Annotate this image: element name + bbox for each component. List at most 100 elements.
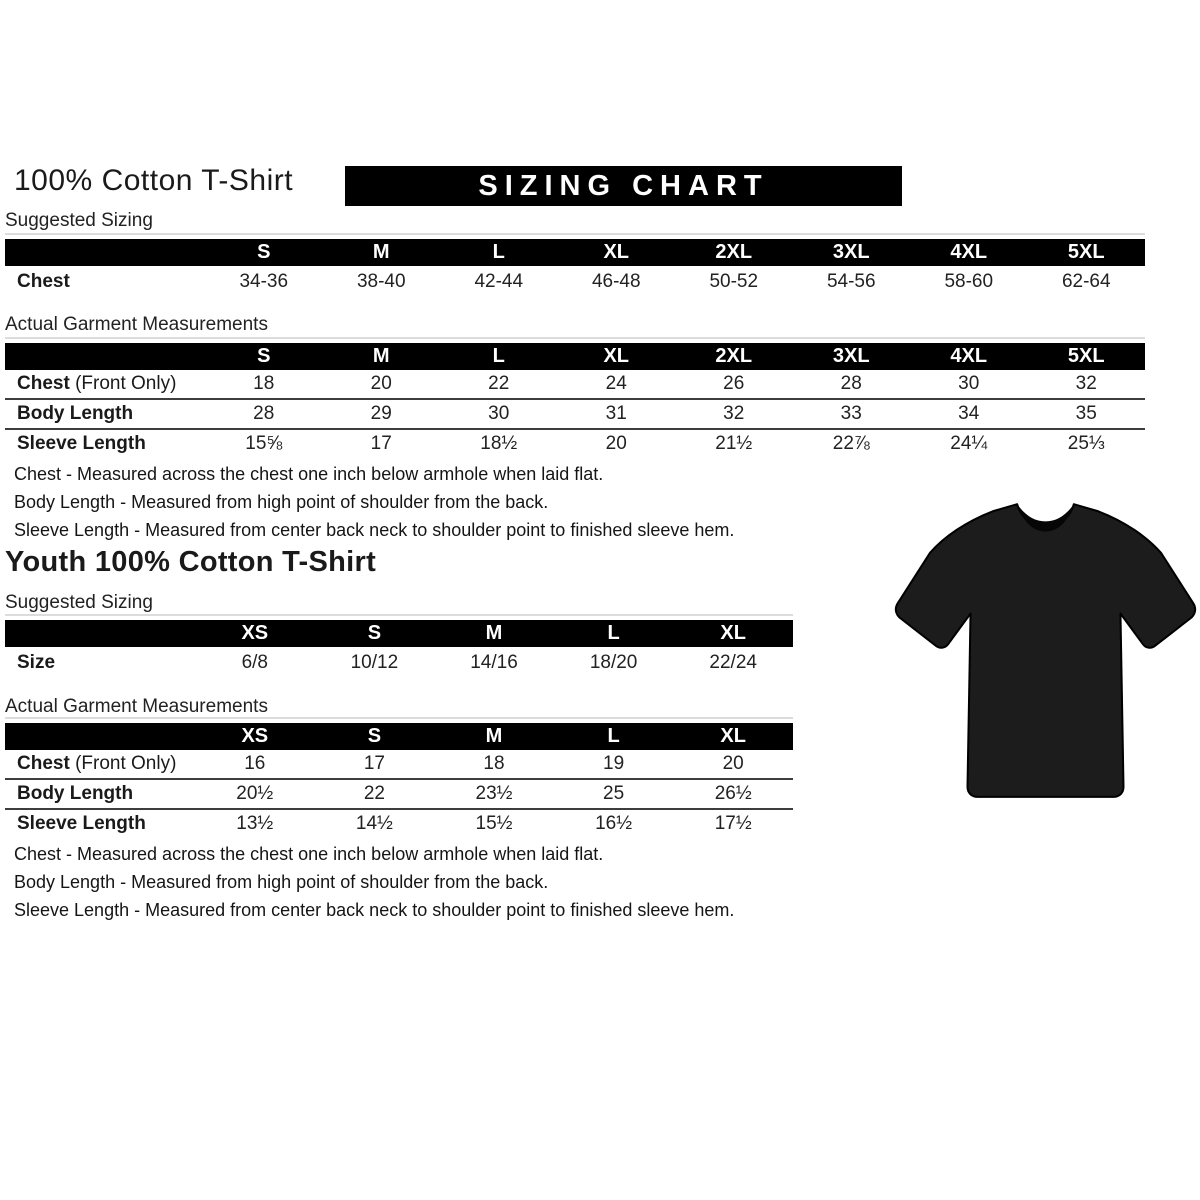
measurement-value: 25⅓ [1067, 433, 1105, 454]
measurement-row: Chest (Front Only) 18 20 22 24 26 28 30 32 [5, 370, 1145, 398]
measurement-value: 15½ [475, 813, 513, 834]
measurement-value: 30 [958, 373, 980, 394]
note-chest: Chest - Measured across the chest one in… [14, 844, 604, 864]
size-column-header: L [607, 725, 620, 747]
measurement-value: 16½ [595, 813, 633, 834]
row-label: Body Length [17, 403, 134, 424]
size-column-header: 4XL [950, 345, 988, 367]
adult-suggested-sizing-table: S M L XL 2XL 3XL 4XL 5XL Chest 34-36 38-40 42-44 46-… [5, 233, 1145, 297]
size-column-header: XS [241, 725, 269, 747]
measurement-row: Chest (Front Only) 16 17 18 19 20 [5, 750, 793, 778]
measurement-value: 26½ [714, 783, 752, 804]
measurement-value: 58-60 [944, 270, 994, 292]
youth-actual-measurements-table: XS S M L XL Chest (Front Only) 16 17 18 19 20 Body … [5, 717, 793, 838]
measurement-value: 24 [605, 373, 627, 394]
measurement-value: 20 [722, 753, 744, 774]
measurement-value: 42-44 [474, 270, 524, 292]
size-column-header: 3XL [832, 241, 870, 263]
size-column-header: 5XL [1067, 241, 1105, 263]
measurement-value: 18 [483, 753, 505, 774]
youth-suggested-sizing-table: XS S M L XL Size 6/8 10/12 14/16 18/20 22/24 [5, 614, 793, 678]
adult-actual-measurements-table: S M L XL 2XL 3XL 4XL 5XL Chest (Front Only) 18 20 2… [5, 337, 1145, 458]
youth-suggested-sizing-label: Suggested Sizing [5, 592, 153, 613]
measurement-value: 50-52 [709, 270, 759, 292]
table-header-row: XS S M L XL [5, 723, 793, 750]
measurement-value: 34 [958, 403, 980, 424]
note-sleeve-length: Sleeve Length - Measured from center bac… [14, 900, 735, 920]
size-column-header: XL [603, 345, 630, 367]
measurement-value: 23½ [475, 783, 513, 804]
measurement-value: 20 [605, 433, 627, 454]
measurement-value: 18/20 [589, 651, 638, 673]
tshirt-graphic [894, 503, 1197, 798]
size-column-header: S [367, 725, 382, 747]
measurement-value: 15⅝ [245, 433, 283, 454]
size-column-header: S [257, 241, 271, 263]
black-tshirt-image [893, 490, 1198, 804]
note-chest: Chest - Measured across the chest one in… [14, 464, 604, 484]
measurement-value: 19 [603, 753, 625, 774]
measurement-value: 33 [840, 403, 862, 424]
measurement-value: 14½ [355, 813, 393, 834]
size-column-header: M [485, 725, 503, 747]
row-label: Body Length [17, 783, 134, 804]
adult-actual-measurements-label: Actual Garment Measurements [5, 314, 268, 335]
size-column-header: XL [720, 725, 746, 747]
size-column-header: M [485, 622, 503, 644]
measurement-value: 24¼ [950, 433, 988, 454]
measurement-value: 28 [253, 403, 275, 424]
tshirt-collar [1017, 504, 1074, 532]
measurement-value: 62-64 [1061, 270, 1111, 292]
table-header-row: S M L XL 2XL 3XL 4XL 5XL [5, 343, 1145, 370]
measurement-value: 18 [253, 373, 275, 394]
size-column-header: L [607, 622, 620, 644]
youth-actual-measurements-label: Actual Garment Measurements [5, 696, 268, 717]
measurement-row: Size 6/8 10/12 14/16 18/20 22/24 [5, 647, 793, 678]
size-column-header: 2XL [715, 241, 753, 263]
row-label: Sleeve Length [17, 433, 146, 454]
measurement-row: Sleeve Length 13½ 14½ 15½ 16½ 17½ [5, 808, 793, 838]
size-column-header: L [492, 241, 505, 263]
youth-page-title: Youth 100% Cotton T-Shirt [5, 546, 377, 578]
measurement-value: 21½ [715, 433, 753, 454]
size-column-header: M [372, 241, 390, 263]
measurement-value: 30 [488, 403, 510, 424]
sizing-chart-banner: SIZING CHART [345, 166, 902, 206]
measurement-value: 13½ [236, 813, 274, 834]
measurement-value: 22/24 [709, 651, 757, 673]
measurement-value: 35 [1075, 403, 1097, 424]
size-column-header: S [257, 345, 271, 367]
size-column-header: 5XL [1067, 345, 1105, 367]
adult-suggested-sizing-label: Suggested Sizing [5, 210, 153, 231]
measurement-value: 10/12 [350, 651, 399, 673]
measurement-value: 28 [840, 373, 862, 394]
measurement-value: 22 [363, 783, 385, 804]
measurement-value: 20 [370, 373, 392, 394]
size-column-header: L [492, 345, 505, 367]
note-body-length: Body Length - Measured from high point o… [14, 872, 549, 892]
size-column-header: 4XL [950, 241, 988, 263]
row-label: Sleeve Length [17, 813, 146, 834]
note-body-length: Body Length - Measured from high point o… [14, 492, 549, 512]
size-column-header: XL [603, 241, 630, 263]
youth-measurement-notes: Chest - Measured across the chest one in… [14, 840, 734, 924]
measurement-value: 54-56 [826, 270, 876, 292]
row-label: Chest (Front Only) [17, 373, 177, 394]
measurement-value: 17 [370, 433, 392, 454]
tshirt-body [894, 503, 1197, 798]
measurement-value: 17 [363, 753, 385, 774]
page-title: 100% Cotton T-Shirt [14, 164, 294, 197]
size-column-header: S [367, 622, 382, 644]
measurement-value: 18½ [480, 433, 518, 454]
note-sleeve-length: Sleeve Length - Measured from center bac… [14, 520, 735, 540]
measurement-value: 29 [370, 403, 392, 424]
measurement-value: 14/16 [470, 651, 518, 673]
measurement-value: 6/8 [241, 651, 268, 673]
size-column-header: 3XL [832, 345, 870, 367]
measurement-value: 38-40 [356, 270, 406, 292]
measurement-value: 22 [488, 373, 510, 394]
size-column-header: XS [241, 622, 269, 644]
measurement-value: 32 [1075, 373, 1097, 394]
adult-measurement-notes: Chest - Measured across the chest one in… [14, 460, 734, 544]
measurement-value: 46-48 [591, 270, 641, 292]
